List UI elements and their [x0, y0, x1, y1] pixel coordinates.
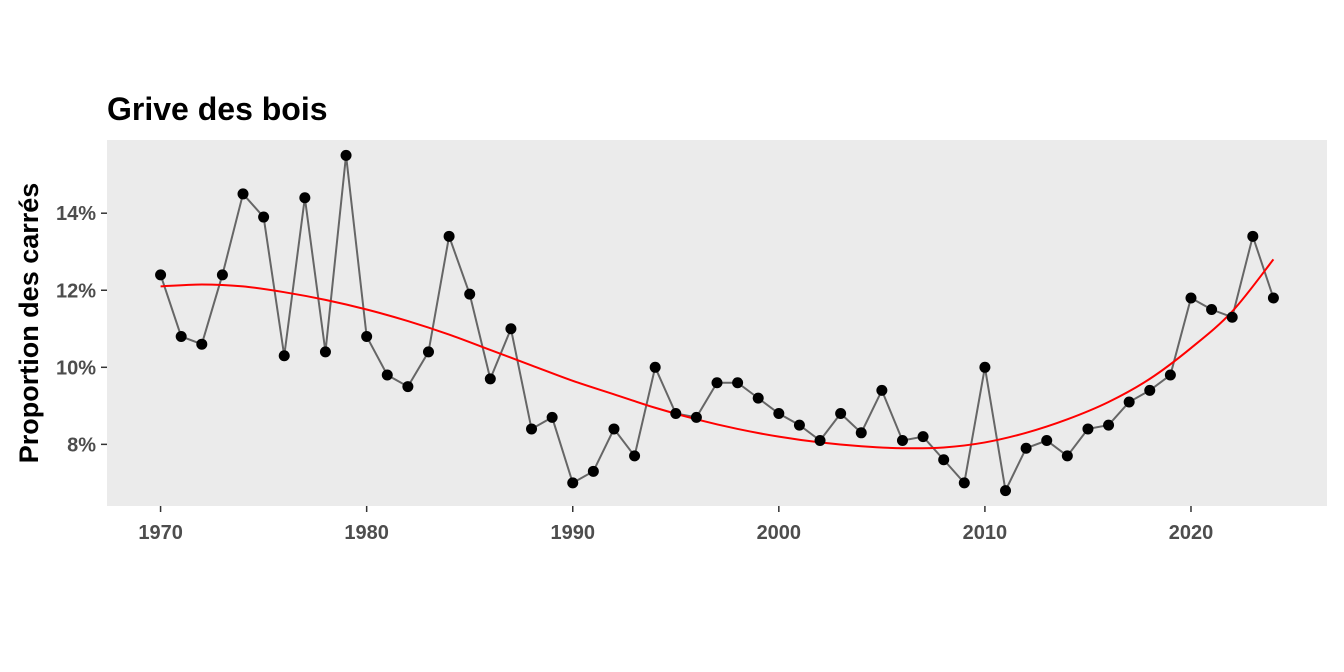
data-point	[258, 211, 270, 223]
data-point	[1267, 292, 1279, 304]
y-tick-label: 14%	[56, 203, 96, 225]
data-point	[587, 465, 599, 477]
data-point	[1226, 311, 1238, 323]
data-point	[1164, 369, 1176, 381]
x-tick-label: 1980	[344, 522, 389, 544]
data-point	[1103, 419, 1115, 431]
data-point	[443, 230, 455, 242]
data-point	[855, 427, 867, 439]
data-point	[938, 454, 950, 466]
series-layer	[155, 149, 1279, 497]
y-tick-label: 10%	[56, 357, 96, 379]
data-point	[670, 408, 682, 420]
data-point	[1206, 304, 1218, 316]
data-point	[711, 377, 723, 389]
data-point	[752, 392, 764, 404]
plot-panel	[107, 140, 1327, 506]
data-point	[546, 411, 558, 423]
data-point	[464, 288, 476, 300]
data-point	[1041, 435, 1053, 447]
data-point	[175, 330, 187, 342]
y-tick-label: 12%	[56, 280, 96, 302]
x-tick-label: 2020	[1169, 522, 1214, 544]
data-point	[319, 346, 331, 358]
data-point	[629, 450, 641, 462]
data-point	[1185, 292, 1197, 304]
data-point	[484, 373, 496, 385]
axis-ticks: 1970 1980 1990 2000 2010 2020 8% 10% 12% 14%	[56, 203, 1213, 544]
data-point	[340, 149, 352, 161]
data-point	[278, 350, 290, 362]
data-point	[1061, 450, 1073, 462]
data-point	[526, 423, 538, 435]
data-point	[793, 419, 805, 431]
data-point	[690, 411, 702, 423]
data-point	[773, 408, 785, 420]
data-point	[381, 369, 393, 381]
data-point	[1000, 485, 1012, 497]
data-point	[155, 269, 167, 281]
data-point	[608, 423, 620, 435]
data-point	[876, 384, 888, 396]
data-point	[1020, 442, 1032, 454]
data-point	[505, 323, 517, 335]
data-point	[732, 377, 744, 389]
x-tick-label: 2000	[757, 522, 802, 544]
smooth-trend-line	[160, 258, 1275, 450]
data-point	[649, 361, 661, 373]
data-point	[1247, 230, 1259, 242]
data-point	[1144, 384, 1156, 396]
data-point	[835, 408, 847, 420]
data-point	[237, 188, 249, 200]
data-point	[1123, 396, 1135, 408]
y-tick-label: 8%	[67, 434, 96, 456]
chart-title: Grive des bois	[107, 91, 328, 127]
data-point	[299, 192, 311, 204]
data-point	[979, 361, 991, 373]
data-point	[958, 477, 970, 489]
x-tick-label: 1990	[550, 522, 595, 544]
data-point	[567, 477, 579, 489]
data-point	[361, 330, 373, 342]
data-point	[814, 435, 826, 447]
data-point	[196, 338, 208, 350]
data-point	[896, 435, 908, 447]
data-point	[216, 269, 228, 281]
data-point	[917, 431, 929, 443]
data-point	[1082, 423, 1094, 435]
data-point	[422, 346, 434, 358]
data-point	[402, 381, 414, 393]
x-tick-label: 1970	[138, 522, 183, 544]
x-tick-label: 2010	[963, 522, 1008, 544]
y-axis-label: Proportion des carrés	[14, 183, 44, 464]
